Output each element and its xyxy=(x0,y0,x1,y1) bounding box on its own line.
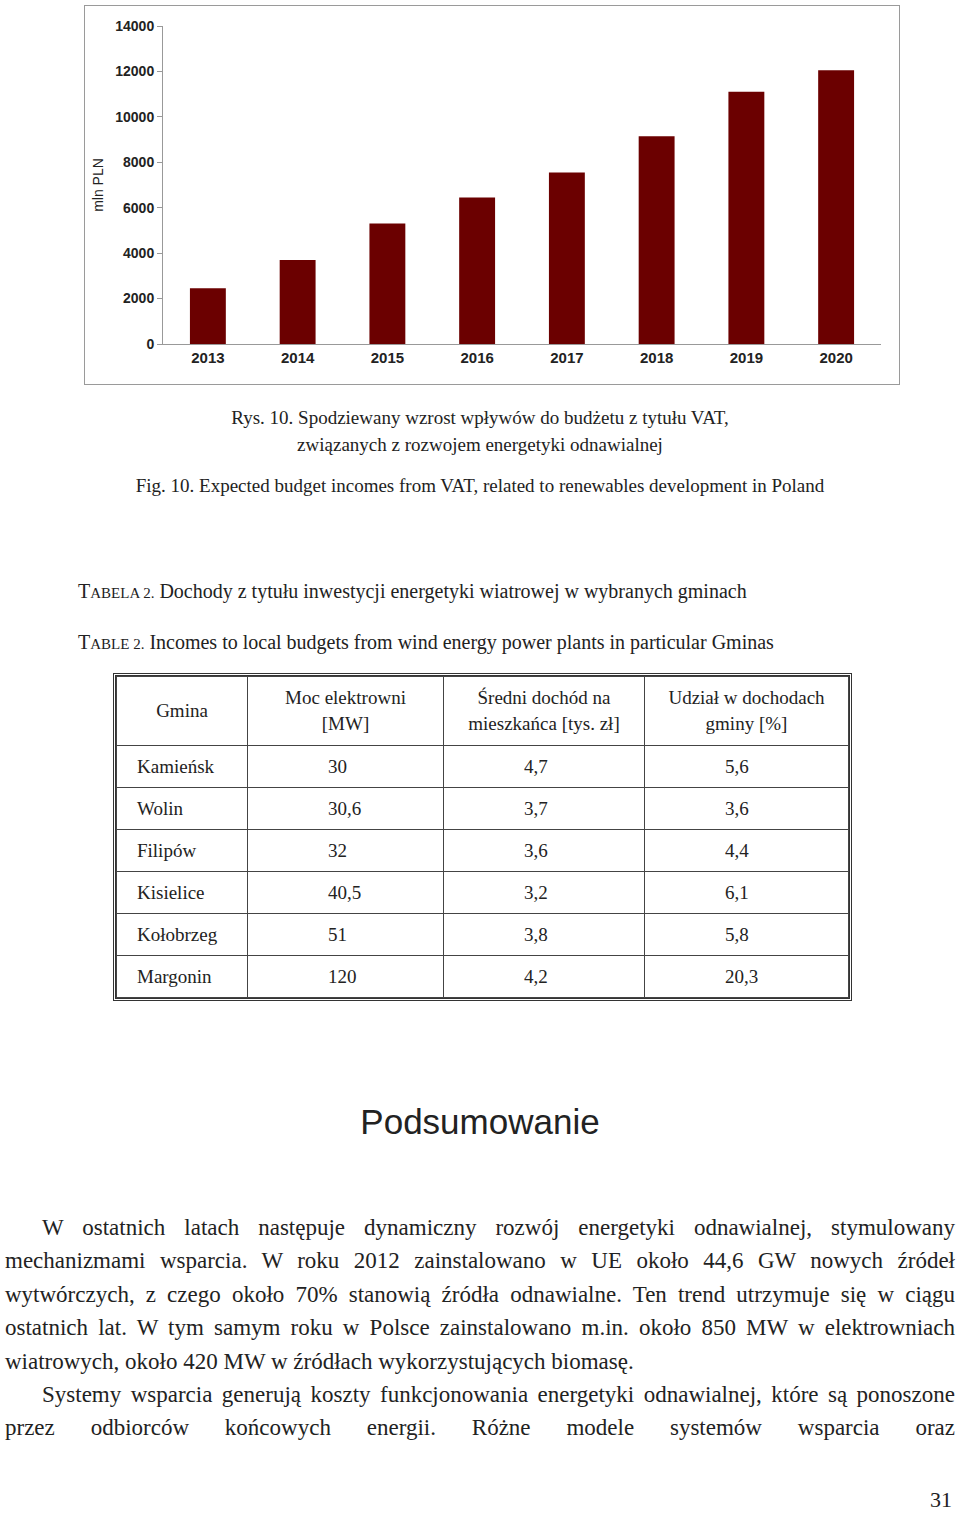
html-text:51: 51 xyxy=(328,923,347,945)
html-text:30,6: 30,6 xyxy=(328,797,362,819)
svg-text:2018: 2018 xyxy=(640,349,673,366)
svg-text:14000: 14000 xyxy=(115,18,154,34)
html-text:Średni dochód na: Średni dochód na xyxy=(477,687,611,708)
html-text:3,6: 3,6 xyxy=(725,797,749,819)
html-text:TABELA 2.Dochody z tytułu inwe: TABELA 2.Dochody z tytułu inwestycji ene… xyxy=(78,580,747,602)
svg-text:12000: 12000 xyxy=(115,63,154,79)
html-text:Moc elektrowni: Moc elektrowni xyxy=(285,687,406,708)
svg-text:mln PLN: mln PLN xyxy=(90,158,106,212)
html-text:[MW]: [MW] xyxy=(321,713,370,734)
svg-text:2015: 2015 xyxy=(371,349,404,366)
svg-text:4000: 4000 xyxy=(123,245,154,261)
html-text:3,2: 3,2 xyxy=(524,881,548,903)
html-text:Kamieńsk: Kamieńsk xyxy=(137,755,214,777)
html-text:4,2: 4,2 xyxy=(524,965,548,987)
svg-text:2000: 2000 xyxy=(123,290,154,306)
html-text:6,1: 6,1 xyxy=(725,881,749,903)
html-text:120: 120 xyxy=(328,965,357,987)
html-text:3,8: 3,8 xyxy=(524,923,548,945)
svg-text:2017: 2017 xyxy=(550,349,583,366)
html-text:5,8: 5,8 xyxy=(725,923,749,945)
html-text:gminy [%]: gminy [%] xyxy=(705,713,788,734)
svg-text:2013: 2013 xyxy=(191,349,224,366)
html-text:20,3: 20,3 xyxy=(725,965,759,987)
html-text:31: 31 xyxy=(930,1487,952,1512)
html-text:Kołobrzeg: Kołobrzeg xyxy=(137,923,218,945)
html-text:30: 30 xyxy=(328,755,347,777)
html-text:Podsumowanie: Podsumowanie xyxy=(360,1102,600,1141)
html-text:Udział w dochodach: Udział w dochodach xyxy=(668,687,825,708)
html-text:4,7: 4,7 xyxy=(524,755,548,777)
svg-text:0: 0 xyxy=(146,336,154,352)
svg-text:2020: 2020 xyxy=(819,349,852,366)
html-text:TABLE 2.Incomes to local budge: TABLE 2.Incomes to local budgets from wi… xyxy=(78,631,774,653)
html-text:Wolin: Wolin xyxy=(137,797,183,819)
html-text:Systemy wsparcia generują kosz: Systemy wsparcia generują koszty funkcjo… xyxy=(5,1382,955,1441)
html-text:32: 32 xyxy=(328,839,347,861)
html-text:związanych z rozwojem energety: związanych z rozwojem energetyki odnawia… xyxy=(297,434,663,455)
html-text:Filipów: Filipów xyxy=(137,839,197,861)
html-text:Gmina: Gmina xyxy=(156,700,208,721)
html-text:Margonin: Margonin xyxy=(137,965,212,987)
html-text:40,5: 40,5 xyxy=(328,881,362,903)
svg-text:10000: 10000 xyxy=(115,109,154,125)
svg-text:2019: 2019 xyxy=(730,349,763,366)
svg-text:6000: 6000 xyxy=(123,200,154,216)
html-text:Fig. 10. Expected budget incom: Fig. 10. Expected budget incomes from VA… xyxy=(135,475,825,496)
svg-text:2016: 2016 xyxy=(460,349,493,366)
html-text:3,6: 3,6 xyxy=(524,839,548,861)
html-text:Rys. 10. Spodziewany wzrost wp: Rys. 10. Spodziewany wzrost wpływów do b… xyxy=(231,407,729,428)
html-text:5,6: 5,6 xyxy=(725,755,749,777)
html-text:W ostatnich latach następuje d: W ostatnich latach następuje dynamiczny … xyxy=(5,1215,955,1374)
html-text:4,4: 4,4 xyxy=(725,839,749,861)
svg-text:2014: 2014 xyxy=(281,349,315,366)
html-text:3,7: 3,7 xyxy=(524,797,548,819)
html-text:mieszkańca [tys. zł]: mieszkańca [tys. zł] xyxy=(468,713,620,734)
svg-text:8000: 8000 xyxy=(123,154,154,170)
html-text:Kisielice: Kisielice xyxy=(137,881,205,903)
